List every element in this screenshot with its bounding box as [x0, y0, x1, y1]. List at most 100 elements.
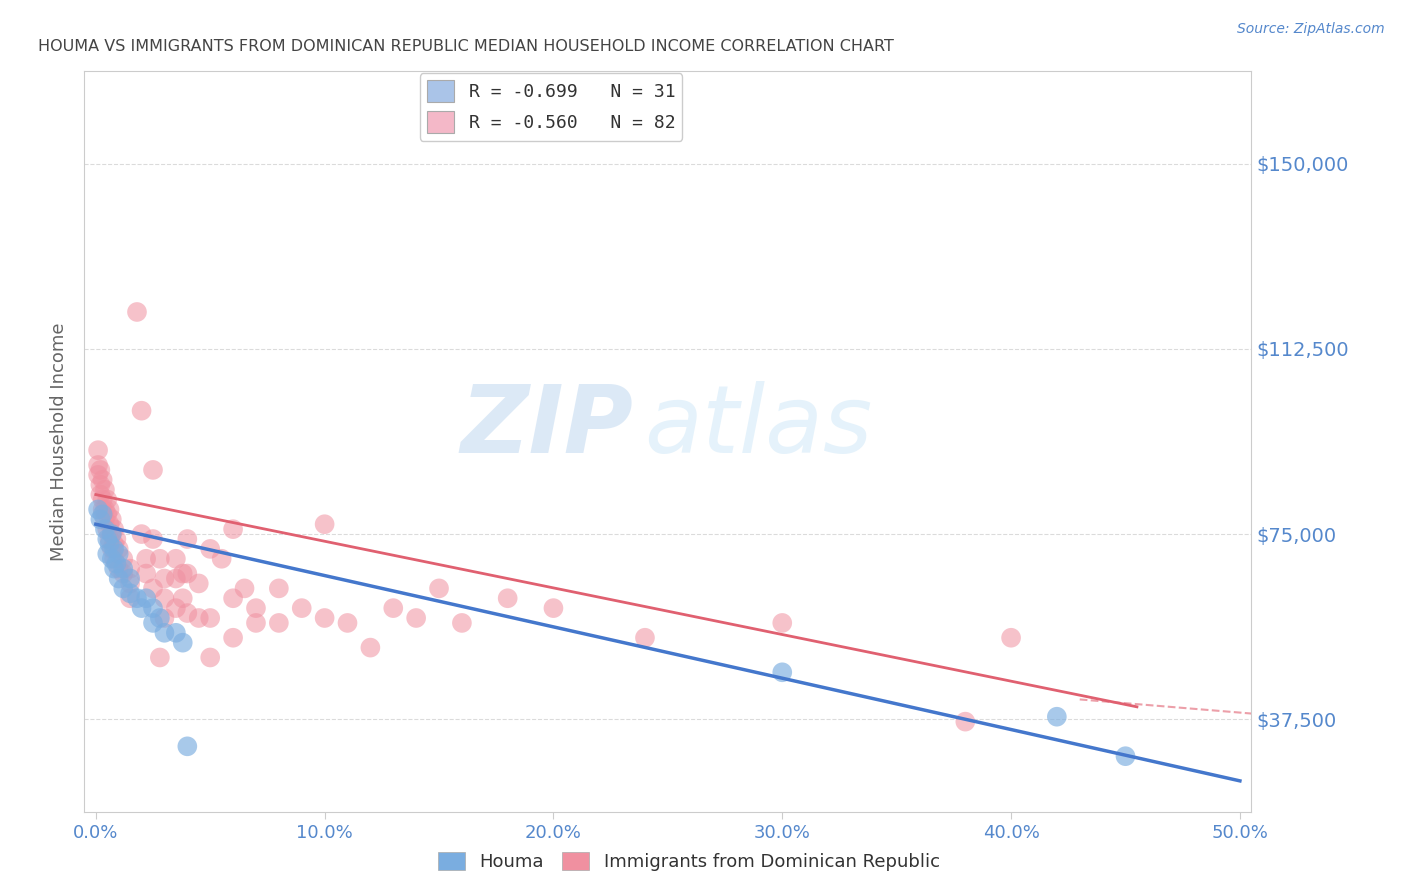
Point — [120, 561, 142, 575]
Legend: R = -0.699   N = 31, R = -0.560   N = 82: R = -0.699 N = 31, R = -0.560 N = 82 — [420, 73, 682, 141]
Point — [336, 615, 359, 630]
Point — [142, 463, 165, 477]
Point — [165, 572, 187, 586]
Point — [87, 458, 110, 472]
Point — [96, 492, 118, 507]
Point — [125, 591, 148, 606]
Point — [200, 611, 222, 625]
Point — [125, 305, 148, 319]
Point — [98, 502, 121, 516]
Point — [112, 561, 135, 575]
Point — [91, 508, 114, 522]
Point — [149, 650, 172, 665]
Point — [94, 522, 117, 536]
Point — [94, 483, 117, 497]
Point — [94, 502, 117, 516]
Point — [245, 615, 267, 630]
Point — [634, 631, 657, 645]
Point — [91, 502, 114, 516]
Point — [165, 601, 187, 615]
Point — [153, 572, 176, 586]
Point — [200, 650, 222, 665]
Point — [187, 576, 209, 591]
Point — [120, 576, 142, 591]
Point — [98, 532, 121, 546]
Point — [245, 601, 267, 615]
Point — [87, 443, 110, 458]
Point — [131, 403, 153, 417]
Text: ZIP: ZIP — [460, 381, 633, 473]
Point — [165, 625, 187, 640]
Point — [187, 611, 209, 625]
Point — [103, 551, 125, 566]
Point — [107, 572, 129, 586]
Point — [142, 532, 165, 546]
Point — [107, 541, 129, 556]
Point — [135, 591, 157, 606]
Text: atlas: atlas — [644, 381, 873, 472]
Point — [105, 557, 128, 571]
Point — [176, 606, 198, 620]
Point — [211, 551, 233, 566]
Point — [98, 537, 121, 551]
Point — [176, 739, 198, 754]
Point — [233, 582, 256, 596]
Point — [382, 601, 405, 615]
Point — [107, 561, 129, 575]
Point — [96, 508, 118, 522]
Point — [1114, 749, 1136, 764]
Point — [101, 512, 124, 526]
Point — [172, 566, 194, 581]
Point — [165, 551, 187, 566]
Point — [91, 492, 114, 507]
Point — [142, 601, 165, 615]
Point — [131, 527, 153, 541]
Point — [496, 591, 519, 606]
Point — [107, 547, 129, 561]
Point — [96, 547, 118, 561]
Point — [89, 463, 111, 477]
Point — [149, 611, 172, 625]
Point — [101, 551, 124, 566]
Point — [314, 517, 336, 532]
Point — [91, 473, 114, 487]
Point — [112, 566, 135, 581]
Point — [142, 582, 165, 596]
Point — [131, 601, 153, 615]
Point — [120, 572, 142, 586]
Point — [200, 541, 222, 556]
Point — [135, 551, 157, 566]
Point — [112, 582, 135, 596]
Point — [101, 541, 124, 556]
Point — [120, 586, 142, 600]
Point — [291, 601, 314, 615]
Point — [359, 640, 381, 655]
Point — [103, 541, 125, 556]
Point — [543, 601, 565, 615]
Point — [770, 615, 793, 630]
Point — [112, 551, 135, 566]
Y-axis label: Median Household Income: Median Household Income — [51, 322, 69, 561]
Point — [153, 625, 176, 640]
Point — [176, 566, 198, 581]
Point — [120, 591, 142, 606]
Point — [153, 611, 176, 625]
Point — [101, 527, 124, 541]
Text: HOUMA VS IMMIGRANTS FROM DOMINICAN REPUBLIC MEDIAN HOUSEHOLD INCOME CORRELATION : HOUMA VS IMMIGRANTS FROM DOMINICAN REPUB… — [38, 38, 894, 54]
Point — [172, 591, 194, 606]
Point — [96, 522, 118, 536]
Point — [96, 532, 118, 546]
Point — [103, 537, 125, 551]
Point — [94, 512, 117, 526]
Point — [153, 591, 176, 606]
Point — [149, 551, 172, 566]
Point — [1000, 631, 1022, 645]
Point — [451, 615, 474, 630]
Text: Source: ZipAtlas.com: Source: ZipAtlas.com — [1237, 22, 1385, 37]
Point — [222, 522, 245, 536]
Point — [101, 527, 124, 541]
Point — [405, 611, 427, 625]
Point — [222, 591, 245, 606]
Point — [87, 467, 110, 482]
Point — [955, 714, 977, 729]
